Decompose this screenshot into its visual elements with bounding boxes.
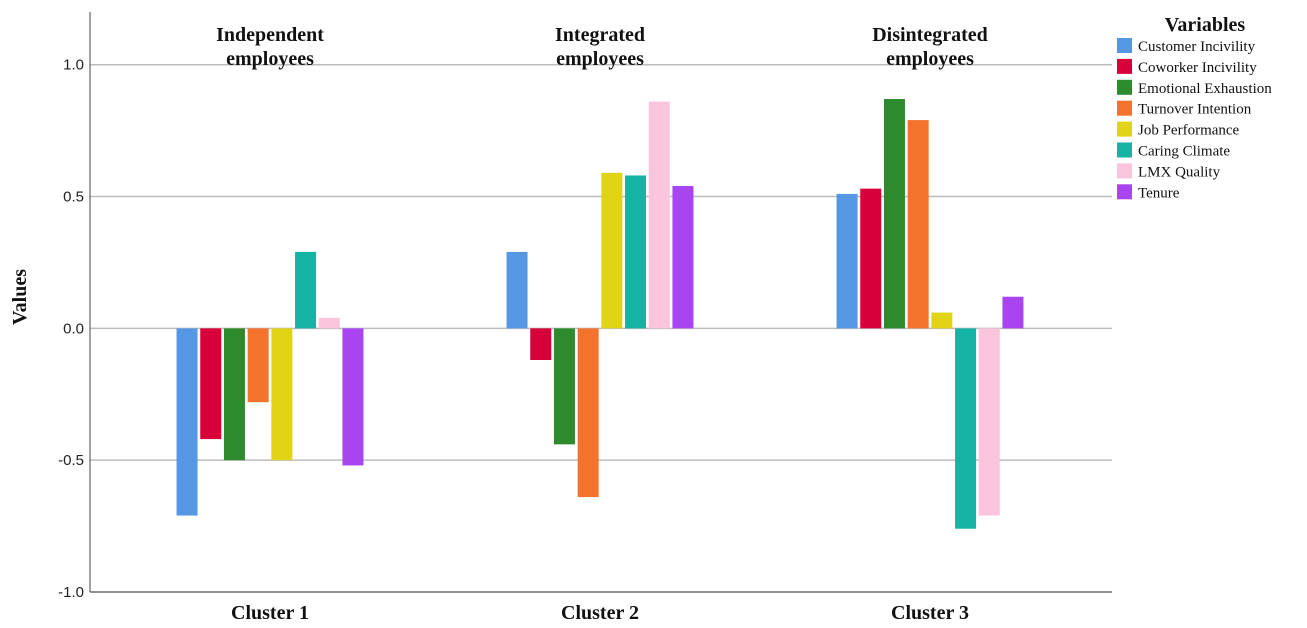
legend-entry-label: LMX Quality bbox=[1138, 164, 1221, 180]
bar-job-performance-cluster-2 bbox=[601, 172, 623, 329]
cluster-header-label: Disintegrated bbox=[872, 24, 988, 46]
legend-swatch bbox=[1117, 184, 1132, 200]
legend-entry-label: Emotional Exhaustion bbox=[1138, 81, 1272, 97]
bar-lmx-quality-cluster-2 bbox=[648, 101, 670, 329]
x-category-label: Cluster 2 bbox=[561, 602, 639, 624]
x-category-label: Cluster 3 bbox=[891, 602, 969, 624]
bar-tenure-cluster-2 bbox=[672, 186, 694, 329]
legend-title: Variables bbox=[1165, 14, 1246, 36]
bar-turnover-intention-cluster-1 bbox=[247, 328, 269, 403]
bar-turnover-intention-cluster-2 bbox=[577, 328, 599, 498]
cluster-header-label: employees bbox=[226, 48, 314, 70]
x-category-label: Cluster 1 bbox=[231, 602, 309, 624]
bar-customer-incivility-cluster-2 bbox=[506, 251, 528, 329]
bar-job-performance-cluster-1 bbox=[271, 328, 293, 461]
bar-coworker-incivility-cluster-1 bbox=[200, 328, 222, 440]
legend-swatch bbox=[1117, 163, 1132, 179]
legend-entry-label: Tenure bbox=[1138, 185, 1180, 201]
y-tick-label: 1.0 bbox=[63, 57, 84, 74]
legend-entry-label: Caring Climate bbox=[1138, 144, 1230, 160]
y-tick-label: -1.0 bbox=[58, 584, 84, 601]
bar-tenure-cluster-3 bbox=[1002, 296, 1024, 329]
bar-lmx-quality-cluster-1 bbox=[318, 317, 340, 329]
legend-swatch bbox=[1117, 121, 1132, 137]
y-tick-label: 0.5 bbox=[63, 189, 84, 206]
legend-swatch bbox=[1117, 79, 1132, 95]
legend-entry-label: Customer Incivility bbox=[1138, 39, 1256, 55]
legend-swatch bbox=[1117, 58, 1132, 74]
bar-job-performance-cluster-3 bbox=[931, 312, 953, 329]
bar-caring-climate-cluster-1 bbox=[295, 251, 317, 329]
bar-tenure-cluster-1 bbox=[342, 328, 364, 466]
cluster-header-label: employees bbox=[886, 48, 974, 70]
legend-entry-label: Coworker Incivility bbox=[1138, 60, 1257, 76]
y-tick-label: -0.5 bbox=[58, 452, 84, 469]
cluster-header-label: Independent bbox=[216, 24, 324, 46]
bar-turnover-intention-cluster-3 bbox=[907, 120, 929, 329]
bar-customer-incivility-cluster-1 bbox=[176, 328, 198, 516]
bar-coworker-incivility-cluster-2 bbox=[530, 328, 552, 360]
legend-swatch bbox=[1117, 100, 1132, 116]
cluster-header-label: Integrated bbox=[555, 24, 645, 46]
bar-emotional-exhaustion-cluster-3 bbox=[883, 99, 905, 329]
bar-coworker-incivility-cluster-3 bbox=[860, 188, 882, 329]
legend-entry-label: Job Performance bbox=[1138, 123, 1240, 139]
cluster-header-label: employees bbox=[556, 48, 644, 70]
bar-lmx-quality-cluster-3 bbox=[978, 328, 1000, 516]
bar-caring-climate-cluster-2 bbox=[625, 175, 647, 329]
legend-swatch bbox=[1117, 38, 1132, 53]
y-axis-title: Values bbox=[9, 269, 31, 325]
legend-swatch bbox=[1117, 142, 1132, 158]
bar-customer-incivility-cluster-3 bbox=[836, 193, 858, 329]
bar-emotional-exhaustion-cluster-1 bbox=[223, 328, 245, 461]
bar-caring-climate-cluster-3 bbox=[955, 328, 977, 529]
y-tick-label: 0.0 bbox=[63, 320, 84, 337]
bar-emotional-exhaustion-cluster-2 bbox=[553, 328, 575, 445]
legend-entry-label: Turnover Intention bbox=[1138, 102, 1252, 118]
